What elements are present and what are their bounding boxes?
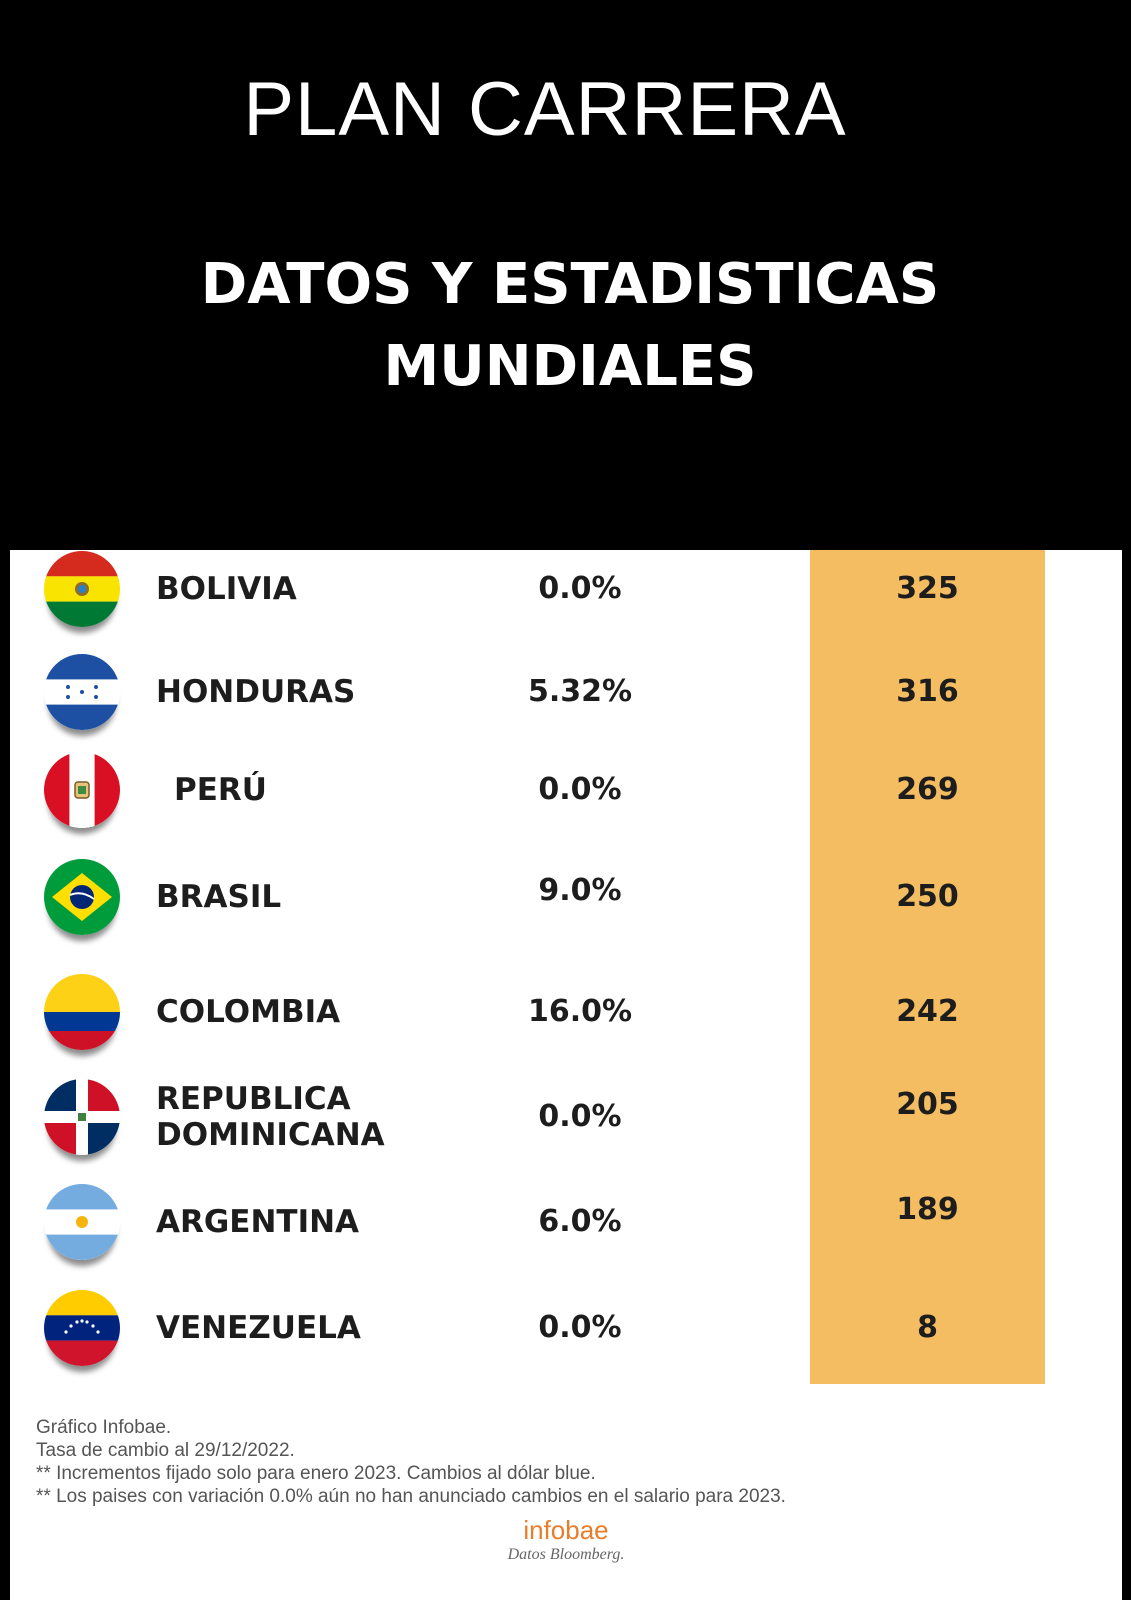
value-column-highlight — [810, 550, 1045, 1384]
country-name: PERÚ — [174, 772, 267, 808]
table-row: VENEZUELA 0.0% 8 — [10, 1278, 1122, 1378]
variation-value: 0.0% — [538, 772, 622, 807]
footnote: Tasa de cambio al 29/12/2022. — [36, 1440, 295, 1461]
variation-value: 6.0% — [538, 1204, 622, 1239]
variation-value: 0.0% — [538, 1099, 622, 1134]
honduras-flag-icon — [44, 654, 120, 730]
table-row: PERÚ 0.0% 269 — [10, 740, 1122, 840]
amount-value: 250 — [896, 879, 959, 914]
table-row: REPUBLICA DOMINICANA 0.0% 205 — [10, 1067, 1122, 1167]
amount-value: 242 — [896, 994, 959, 1029]
footnote: ** Incrementos fijado solo para enero 20… — [36, 1463, 596, 1484]
table-row: HONDURAS 5.32% 316 — [10, 642, 1122, 742]
amount-value: 316 — [896, 674, 959, 709]
infobae-logo: infobae — [523, 1515, 609, 1545]
bolivia-flag-icon — [44, 551, 120, 627]
country-name: BOLIVIA — [156, 571, 297, 607]
brazil-flag-icon — [44, 859, 120, 935]
table-row: BRASIL 9.0% 250 — [10, 847, 1122, 947]
data-source: Datos Bloomberg. — [507, 1546, 625, 1563]
amount-value: 8 — [917, 1310, 938, 1345]
table-row: ARGENTINA 6.0% 189 — [10, 1172, 1122, 1272]
colombia-flag-icon — [44, 974, 120, 1050]
headline-line-2: MUNDIALES — [383, 334, 757, 399]
country-name: REPUBLICA DOMINICANA — [156, 1081, 385, 1153]
dominican-republic-flag-icon — [44, 1079, 120, 1155]
country-name: COLOMBIA — [156, 994, 341, 1030]
country-name: ARGENTINA — [156, 1204, 360, 1240]
variation-value: 0.0% — [538, 1310, 622, 1345]
page-headline: DATOS Y ESTADISTICAS MUNDIALES — [0, 244, 1131, 408]
amount-value: 325 — [896, 571, 959, 606]
footnote: ** Los paises con variación 0.0% aún no … — [36, 1486, 786, 1507]
amount-value: 189 — [896, 1192, 959, 1227]
peru-flag-icon — [44, 752, 120, 828]
infographic-table: BOLIVIA 0.0% 325 HONDURAS 5.32% 316 PERÚ 0.0% 26… — [10, 550, 1122, 1600]
variation-value: 16.0% — [527, 994, 633, 1029]
headline-line-1: DATOS Y ESTADISTICAS — [200, 252, 940, 317]
amount-value: 205 — [896, 1087, 959, 1122]
footnote: Gráfico Infobae. — [36, 1417, 172, 1438]
variation-value: 0.0% — [538, 571, 622, 606]
variation-value: 9.0% — [538, 873, 622, 908]
table-row: BOLIVIA 0.0% 325 — [10, 550, 1122, 639]
country-name: HONDURAS — [156, 674, 356, 710]
footnotes: Gráfico Infobae. Tasa de cambio al 29/12… — [36, 1416, 786, 1508]
venezuela-flag-icon — [44, 1290, 120, 1366]
argentina-flag-icon — [44, 1184, 120, 1260]
brand-title: PLAN CARRERA — [243, 67, 847, 152]
table-row: COLOMBIA 16.0% 242 — [10, 962, 1122, 1062]
country-name: BRASIL — [156, 879, 282, 915]
country-name: VENEZUELA — [156, 1310, 361, 1346]
variation-value: 5.32% — [527, 674, 633, 709]
amount-value: 269 — [896, 772, 959, 807]
